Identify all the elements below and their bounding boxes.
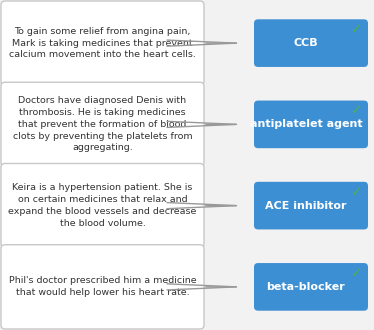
Text: ✓: ✓ [352, 185, 363, 199]
FancyBboxPatch shape [254, 101, 368, 148]
FancyBboxPatch shape [1, 1, 204, 85]
FancyBboxPatch shape [254, 19, 368, 67]
FancyBboxPatch shape [254, 182, 368, 229]
Text: To gain some relief from angina pain,
Mark is taking medicines that prevent
calc: To gain some relief from angina pain, Ma… [9, 27, 196, 59]
FancyBboxPatch shape [1, 245, 204, 329]
Text: ✓: ✓ [352, 22, 363, 36]
FancyBboxPatch shape [1, 163, 204, 248]
Text: antiplatelet agent: antiplatelet agent [250, 119, 362, 129]
Text: Doctors have diagnosed Denis with
thrombosis. He is taking medicines
that preven: Doctors have diagnosed Denis with thromb… [13, 96, 192, 152]
FancyBboxPatch shape [1, 82, 204, 167]
Text: beta-blocker: beta-blocker [267, 282, 345, 292]
Text: ✓: ✓ [352, 104, 363, 117]
Text: ACE inhibitor: ACE inhibitor [265, 201, 347, 211]
Text: CCB: CCB [294, 38, 318, 48]
FancyBboxPatch shape [254, 263, 368, 311]
Text: Keira is a hypertension patient. She is
on certain medicines that relax and
expa: Keira is a hypertension patient. She is … [8, 183, 197, 228]
Text: ✓: ✓ [352, 266, 363, 280]
Text: Phil's doctor prescribed him a medicine
that would help lower his heart rate.: Phil's doctor prescribed him a medicine … [9, 277, 196, 297]
